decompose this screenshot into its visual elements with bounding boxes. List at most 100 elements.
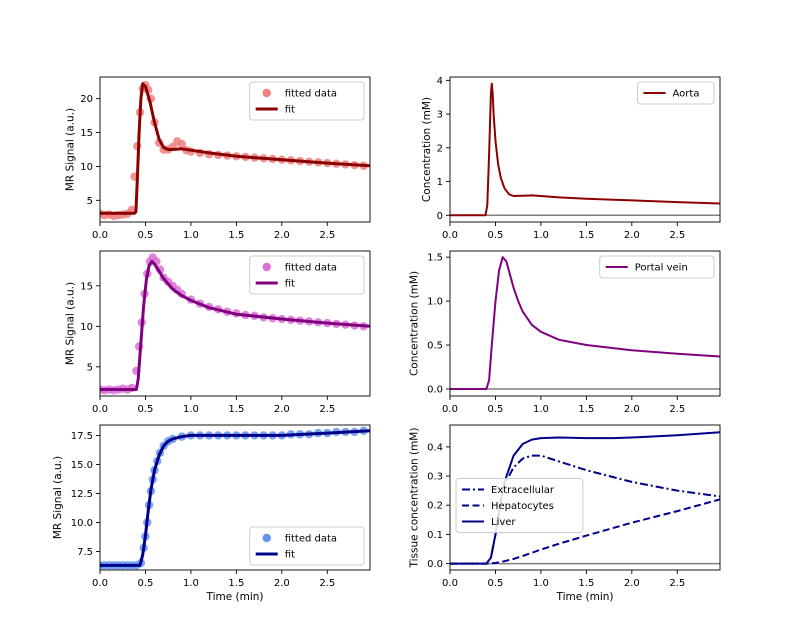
legend-label: Portal vein [635,263,688,274]
y-tick-label: 2 [437,143,443,154]
chart-panel-6: 0.0 0.5 1.0 1.5 2.0 2.5 0.0 0.1 0.2 0.3 0.4 Time (m… [408,424,721,603]
axes-frame [449,250,721,397]
x-tick-label: 2.0 [624,230,640,241]
y-tick-label: 7.5 [77,547,93,558]
plot-area [450,431,720,565]
chart-panel-2: 0.0 0.5 1.0 1.5 2.0 2.5 0 1 2 3 4 Concentration (mM… [421,76,721,241]
y-tick-label: 10.0 [71,518,93,529]
x-tick-label: 2.5 [669,578,685,589]
y-tick-label: 15.0 [71,460,93,471]
x-tick-label: 1.5 [578,230,594,241]
y-tick-label: 0.5 [427,341,443,352]
x-tick-label: 0.0 [92,404,108,415]
x-tick-label: 2.0 [624,578,640,589]
y-tick-label: 5 [87,362,93,373]
axes-frame [99,76,371,223]
x-tick-label: 2.0 [274,578,290,589]
legend-label: Hepatocytes [491,501,554,512]
x-tick-label: 0.0 [92,230,108,241]
y-tick-label: 17.5 [71,431,93,442]
legend-label: Aorta [673,89,700,100]
y-tick-label: 0.4 [427,442,443,453]
legend-frame [599,255,715,279]
y-tick-label: 12.5 [71,489,93,500]
y-tick-label: 20 [80,94,93,105]
series-line-2 [100,429,370,567]
x-tick-label: 2.5 [319,230,335,241]
x-tick-label: 0.5 [488,230,504,241]
x-tick-label: 1.0 [533,230,549,241]
legend-frame [249,526,365,566]
x-tick-label: 1.0 [183,578,199,589]
y-tick-label: 1.0 [427,297,443,308]
legend: fitted data fit [249,81,365,121]
y-tick-label: 4 [437,76,443,87]
y-tick-label: 0.2 [427,501,443,512]
y-tick-label: 1 [437,177,443,188]
x-tick-label: 0.0 [92,578,108,589]
legend-label: fit [285,105,295,116]
plot-area [450,256,720,390]
y-axis-label: MR Signal (a.u.) [65,108,77,191]
x-tick-label: 1.5 [578,404,594,415]
x-tick-label: 2.0 [274,230,290,241]
series-line-1 [450,256,720,390]
y-tick-label: 0.0 [427,559,443,570]
x-tick-label: 2.5 [669,230,685,241]
y-axis-label: Concentration (mM) [421,97,433,202]
legend-label: fit [285,550,295,561]
legend: Aorta [637,81,715,105]
axes-frame [449,76,721,223]
legend-frame [249,81,365,121]
x-tick-label: 1.5 [228,404,244,415]
y-axis-label: MR Signal (a.u.) [65,282,77,365]
y-tick-label: 0.3 [427,472,443,483]
x-tick-label: 1.0 [183,404,199,415]
x-tick-label: 1.0 [533,578,549,589]
x-tick-label: 1.5 [578,578,594,589]
y-tick-label: 0.1 [427,530,443,541]
y-tick-label: 10 [80,322,93,333]
x-tick-label: 1.0 [183,230,199,241]
y-tick-label: 10 [80,162,93,173]
x-tick-label: 0.5 [138,578,154,589]
y-tick-label: 1.5 [427,253,443,264]
y-tick-label: 3 [437,110,443,121]
y-axis-label: Tissue concentration (mM) [408,428,420,569]
series-line-1 [450,82,720,217]
x-tick-label: 1.5 [228,578,244,589]
legend-marker [262,533,271,543]
y-tick-label: 0 [437,211,443,222]
series-line-2 [100,82,370,215]
legend-frame [637,81,715,105]
x-tick-label: 0.0 [442,230,458,241]
axes-frame [99,424,371,571]
legend-label: Liver [491,517,516,528]
x-tick-label: 1.5 [228,230,244,241]
legend-frame [455,478,584,533]
x-tick-label: 0.0 [442,404,458,415]
x-tick-label: 0.5 [488,404,504,415]
legend-frame [249,255,365,295]
chart-panel-5: 0.0 0.5 1.0 1.5 2.0 2.5 7.5 10.0 12.5 15.0 17.5 Tim… [52,424,371,603]
y-axis-label: MR Signal (a.u.) [52,456,64,539]
legend-label: fitted data [285,534,337,545]
x-tick-label: 0.5 [138,230,154,241]
legend: Extracellular Hepatocytes Liver [455,478,584,533]
x-tick-label: 2.5 [319,578,335,589]
legend-label: fitted data [285,89,337,100]
y-tick-label: 5 [87,196,93,207]
legend-marker [262,262,271,272]
x-tick-label: 0.5 [488,578,504,589]
axes-frame [449,424,721,571]
legend: fitted data fit [249,255,365,295]
y-tick-label: 0.0 [427,384,443,395]
chart-panel-4: 0.0 0.5 1.0 1.5 2.0 2.5 0.0 0.5 1.0 1.5 Concentrat… [408,250,721,415]
y-axis-label: Concentration (mM) [408,271,420,376]
legend: Portal vein [599,255,715,279]
plot-area [100,80,370,221]
legend-label: Extracellular [491,485,555,496]
